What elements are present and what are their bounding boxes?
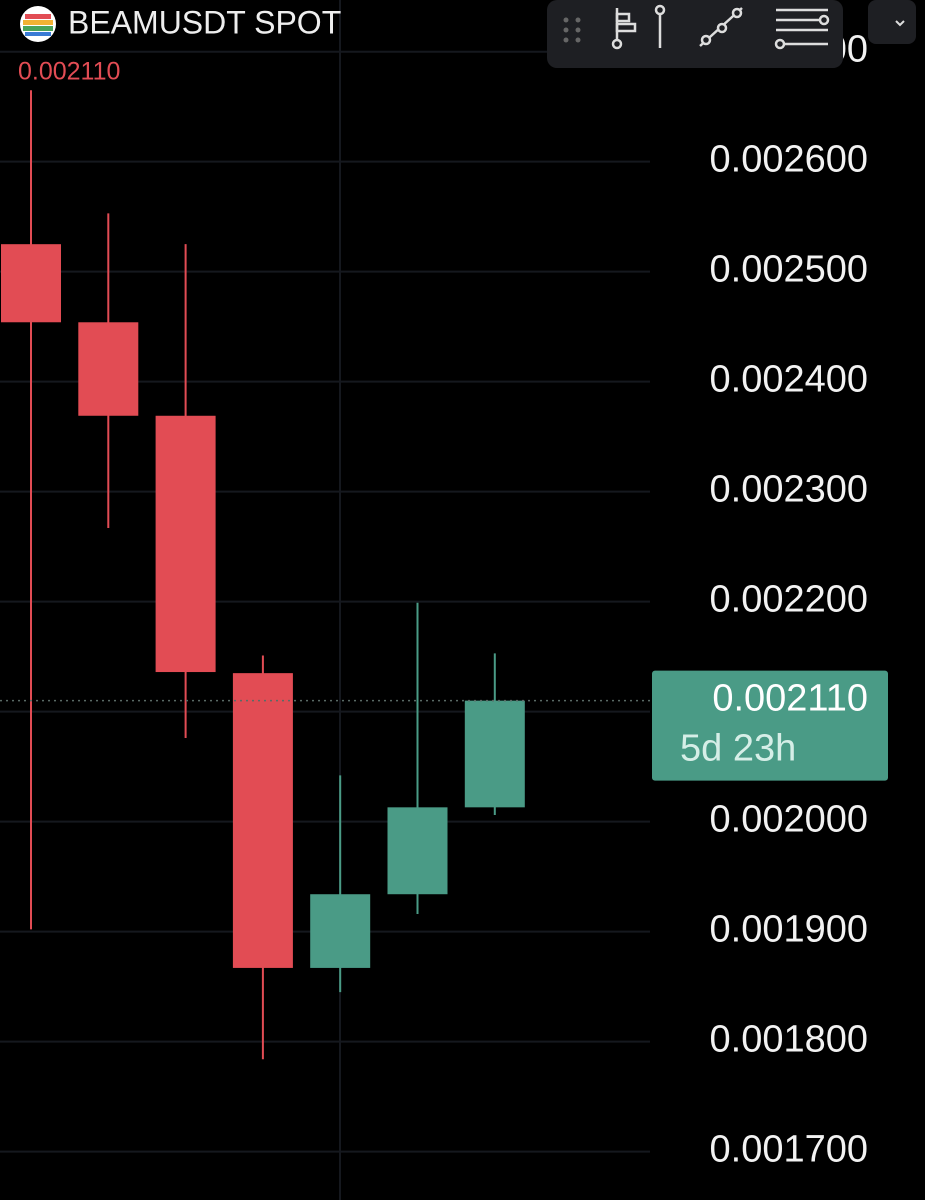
dropdown[interactable]	[868, 0, 916, 44]
y-tick-label: 0.001700	[710, 1129, 869, 1171]
chevron	[895, 20, 905, 27]
grid-layer	[0, 0, 650, 1200]
y-tick-label: 0.002400	[710, 359, 869, 401]
chart-title: BEAMUSDT SPOT	[68, 4, 341, 40]
tool-icon[interactable]	[654, 4, 666, 48]
candle-body	[310, 894, 371, 968]
candle-body	[464, 700, 525, 808]
tool-icon[interactable]	[774, 8, 830, 50]
tool-icon[interactable]	[611, 8, 637, 50]
tool-icon[interactable]	[699, 7, 743, 47]
candle-body	[1, 244, 61, 323]
symbol-icon	[20, 6, 56, 42]
y-tick-label: 0.001800	[710, 1019, 869, 1061]
drag-handle[interactable]	[563, 17, 581, 43]
candle-body	[155, 415, 216, 673]
last-price-label: 0.002110	[712, 678, 868, 720]
header-price: 0.002110	[18, 58, 120, 86]
y-tick-label: 0.001900	[710, 909, 869, 951]
y-tick-label: 0.002300	[710, 469, 869, 511]
y-tick-label: 0.002000	[710, 799, 869, 841]
dropdown-bg	[868, 0, 916, 44]
candle-body	[387, 807, 448, 895]
candle-layer	[0, 90, 650, 1060]
candle-body	[232, 673, 293, 968]
price-axis: 0.0017000.0018000.0019000.0020000.002100…	[652, 29, 888, 1171]
toolbar[interactable]	[547, 0, 843, 68]
toolbar-bg	[547, 0, 843, 68]
candle-body	[78, 322, 139, 416]
countdown: 5d 23h	[680, 728, 796, 770]
last-price-box	[652, 670, 888, 781]
y-tick-label: 0.002600	[710, 139, 869, 181]
y-tick-label: 0.002200	[710, 579, 869, 621]
y-tick-label: 0.002500	[710, 249, 869, 291]
